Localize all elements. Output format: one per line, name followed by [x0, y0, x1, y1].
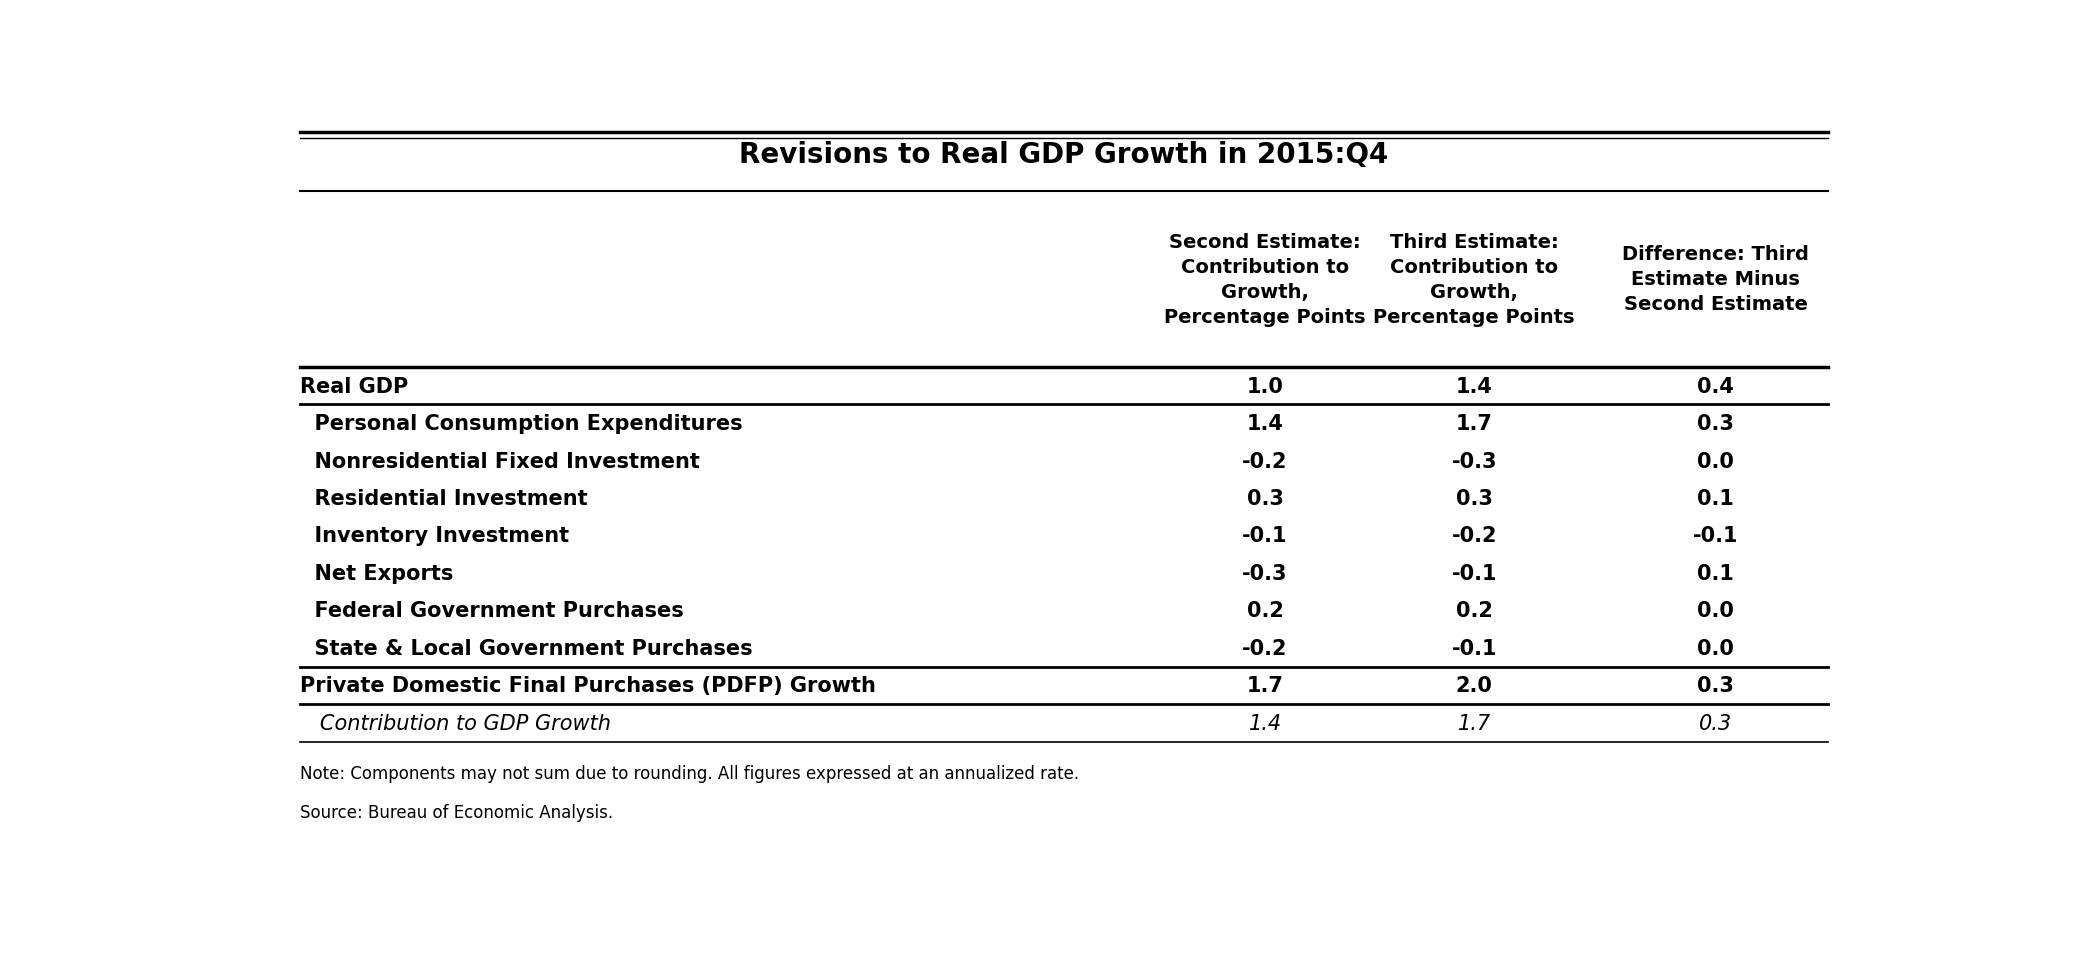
Text: 0.3: 0.3 — [1455, 489, 1493, 509]
Text: Net Exports: Net Exports — [299, 563, 453, 583]
Text: State & Local Government Purchases: State & Local Government Purchases — [299, 639, 752, 659]
Text: 0.0: 0.0 — [1696, 451, 1733, 471]
Text: Personal Consumption Expenditures: Personal Consumption Expenditures — [299, 414, 743, 434]
Text: -0.2: -0.2 — [1451, 526, 1497, 546]
Text: Second Estimate:
Contribution to
Growth,
Percentage Points: Second Estimate: Contribution to Growth,… — [1165, 233, 1366, 327]
Text: -0.3: -0.3 — [1451, 451, 1497, 471]
Text: -0.1: -0.1 — [1451, 639, 1497, 659]
Text: Nonresidential Fixed Investment: Nonresidential Fixed Investment — [299, 451, 700, 471]
Text: 0.0: 0.0 — [1696, 639, 1733, 659]
Text: Third Estimate:
Contribution to
Growth,
Percentage Points: Third Estimate: Contribution to Growth, … — [1374, 233, 1576, 327]
Text: Private Domestic Final Purchases (PDFP) Growth: Private Domestic Final Purchases (PDFP) … — [299, 676, 876, 696]
Text: 1.7: 1.7 — [1246, 676, 1283, 696]
Text: 0.1: 0.1 — [1696, 489, 1733, 509]
Text: Contribution to GDP Growth: Contribution to GDP Growth — [299, 713, 610, 733]
Text: Federal Government Purchases: Federal Government Purchases — [299, 600, 683, 620]
Text: -0.1: -0.1 — [1451, 563, 1497, 583]
Text: 1.7: 1.7 — [1455, 414, 1493, 434]
Text: Note: Components may not sum due to rounding. All figures expressed at an annual: Note: Components may not sum due to roun… — [299, 763, 1080, 781]
Text: 0.0: 0.0 — [1696, 600, 1733, 620]
Text: 0.3: 0.3 — [1246, 489, 1283, 509]
Text: 0.1: 0.1 — [1696, 563, 1733, 583]
Text: Revisions to Real GDP Growth in 2015:Q4: Revisions to Real GDP Growth in 2015:Q4 — [739, 141, 1389, 169]
Text: -0.1: -0.1 — [1241, 526, 1287, 546]
Text: Difference: Third
Estimate Minus
Second Estimate: Difference: Third Estimate Minus Second … — [1621, 245, 1808, 314]
Text: Residential Investment: Residential Investment — [299, 489, 588, 509]
Text: -0.2: -0.2 — [1241, 451, 1287, 471]
Text: 1.4: 1.4 — [1455, 376, 1493, 396]
Text: -0.3: -0.3 — [1241, 563, 1287, 583]
Text: -0.1: -0.1 — [1692, 526, 1738, 546]
Text: 0.3: 0.3 — [1696, 414, 1733, 434]
Text: Real GDP: Real GDP — [299, 376, 409, 396]
Text: Source: Bureau of Economic Analysis.: Source: Bureau of Economic Analysis. — [299, 802, 612, 821]
Text: 0.4: 0.4 — [1696, 376, 1733, 396]
Text: 0.2: 0.2 — [1455, 600, 1493, 620]
Text: 1.4: 1.4 — [1246, 414, 1283, 434]
Text: 1.7: 1.7 — [1457, 713, 1491, 733]
Text: 0.3: 0.3 — [1696, 676, 1733, 696]
Text: 1.4: 1.4 — [1248, 713, 1281, 733]
Text: -0.2: -0.2 — [1241, 639, 1287, 659]
Text: 2.0: 2.0 — [1455, 676, 1493, 696]
Text: 1.0: 1.0 — [1246, 376, 1283, 396]
Text: 0.2: 0.2 — [1246, 600, 1283, 620]
Text: Inventory Investment: Inventory Investment — [299, 526, 569, 546]
Text: 0.3: 0.3 — [1698, 713, 1731, 733]
